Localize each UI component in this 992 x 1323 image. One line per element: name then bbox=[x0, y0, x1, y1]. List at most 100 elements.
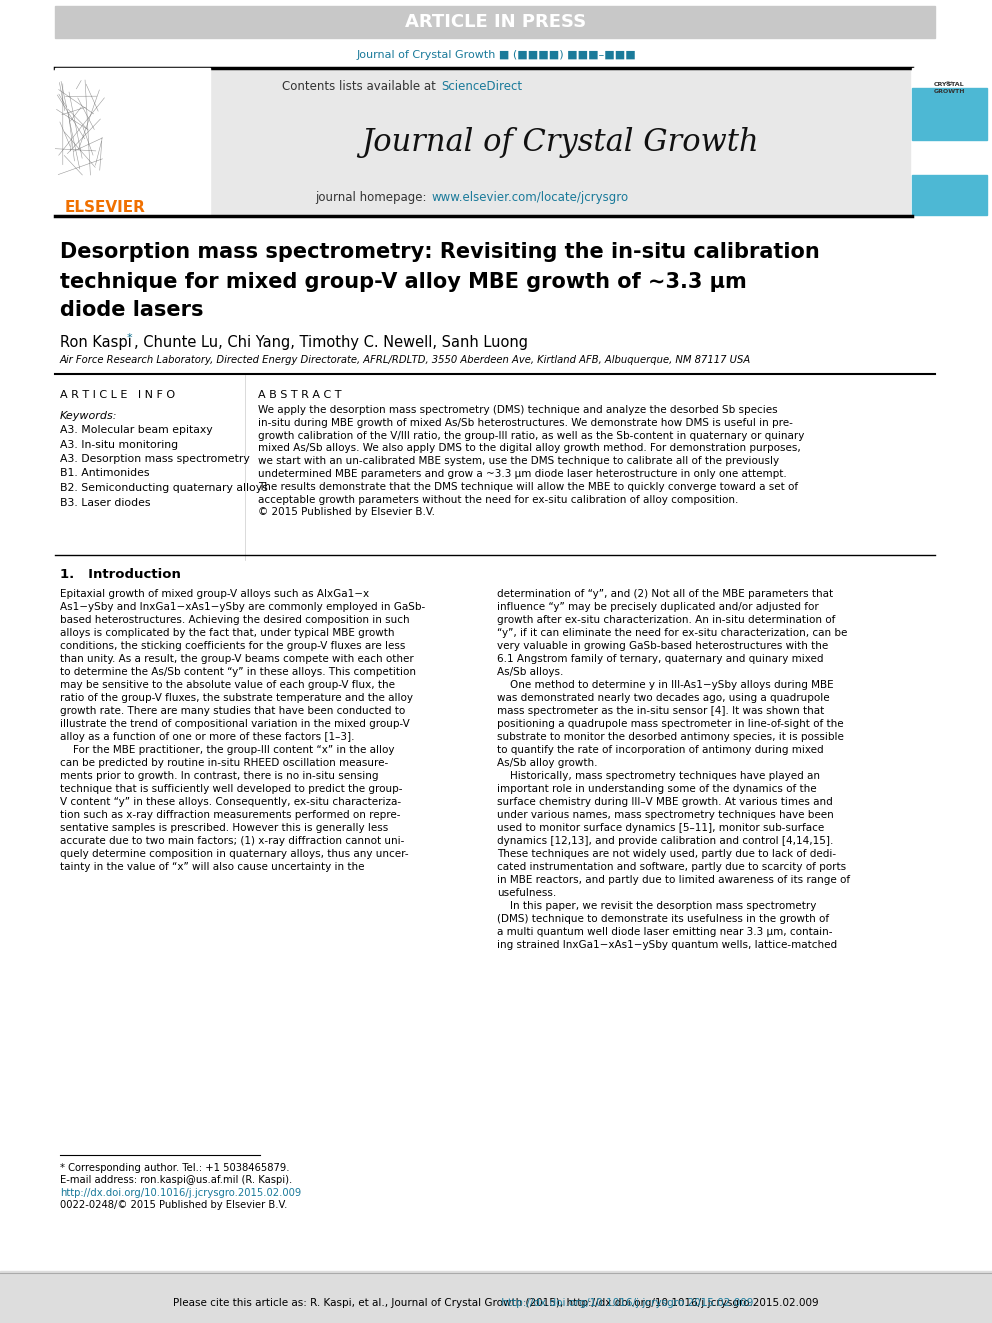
Text: Keywords:: Keywords: bbox=[60, 411, 117, 421]
Text: dynamics [12,13], and provide calibration and control [4,14,15].: dynamics [12,13], and provide calibratio… bbox=[497, 836, 833, 845]
Text: ratio of the group-V fluxes, the substrate temperature and the alloy: ratio of the group-V fluxes, the substra… bbox=[60, 693, 413, 703]
Text: As1−ySby and InxGa1−xAs1−ySby are commonly employed in GaSb-: As1−ySby and InxGa1−xAs1−ySby are common… bbox=[60, 602, 426, 613]
Text: http://dx.doi.org/10.1016/j.jcrysgro.2015.02.009: http://dx.doi.org/10.1016/j.jcrysgro.201… bbox=[238, 1298, 754, 1308]
Text: a multi quantum well diode laser emitting near 3.3 μm, contain-: a multi quantum well diode laser emittin… bbox=[497, 927, 832, 937]
Text: * Corresponding author. Tel.: +1 5038465879.: * Corresponding author. Tel.: +1 5038465… bbox=[60, 1163, 290, 1174]
Text: 6.1 Angstrom family of ternary, quaternary and quinary mixed: 6.1 Angstrom family of ternary, quaterna… bbox=[497, 654, 823, 664]
Text: we start with an un-calibrated MBE system, use the DMS technique to calibrate al: we start with an un-calibrated MBE syste… bbox=[258, 456, 779, 466]
Text: , Chunte Lu, Chi Yang, Timothy C. Newell, Sanh Luong: , Chunte Lu, Chi Yang, Timothy C. Newell… bbox=[134, 335, 528, 349]
Text: acceptable growth parameters without the need for ex-situ calibration of alloy c: acceptable growth parameters without the… bbox=[258, 495, 738, 504]
Bar bbox=[912, 143, 987, 157]
Text: under various names, mass spectrometry techniques have been: under various names, mass spectrometry t… bbox=[497, 810, 833, 820]
Text: “y”, if it can eliminate the need for ex-situ characterization, can be: “y”, if it can eliminate the need for ex… bbox=[497, 628, 847, 638]
Text: (DMS) technique to demonstrate its usefulness in the growth of: (DMS) technique to demonstrate its usefu… bbox=[497, 914, 829, 923]
Text: illustrate the trend of compositional variation in the mixed group-V: illustrate the trend of compositional va… bbox=[60, 718, 410, 729]
Bar bbox=[912, 89, 987, 140]
Bar bbox=[912, 67, 987, 216]
Text: Epitaxial growth of mixed group-V alloys such as AlxGa1−x: Epitaxial growth of mixed group-V alloys… bbox=[60, 589, 369, 599]
Text: A3. In-situ monitoring: A3. In-situ monitoring bbox=[60, 439, 179, 450]
Text: Contents lists available at: Contents lists available at bbox=[283, 81, 440, 94]
Text: In this paper, we revisit the desorption mass spectrometry: In this paper, we revisit the desorption… bbox=[497, 901, 816, 912]
Text: in-situ during MBE growth of mixed As/Sb heterostructures. We demonstrate how DM: in-situ during MBE growth of mixed As/Sb… bbox=[258, 418, 793, 427]
Text: A3. Molecular beam epitaxy: A3. Molecular beam epitaxy bbox=[60, 425, 212, 435]
Text: A R T I C L E   I N F O: A R T I C L E I N F O bbox=[60, 390, 176, 400]
Text: conditions, the sticking coefficients for the group-V fluxes are less: conditions, the sticking coefficients fo… bbox=[60, 642, 406, 651]
Text: alloy as a function of one or more of these factors [1–3].: alloy as a function of one or more of th… bbox=[60, 732, 354, 742]
Text: Air Force Research Laboratory, Directed Energy Directorate, AFRL/RDLTD, 3550 Abe: Air Force Research Laboratory, Directed … bbox=[60, 355, 751, 365]
Text: B2. Semiconducting quaternary alloys: B2. Semiconducting quaternary alloys bbox=[60, 483, 268, 493]
Text: ELSEVIER: ELSEVIER bbox=[64, 200, 146, 214]
Text: quely determine composition in quaternary alloys, thus any uncer-: quely determine composition in quaternar… bbox=[60, 849, 409, 859]
Text: ing strained InxGa1−xAs1−ySby quantum wells, lattice-matched: ing strained InxGa1−xAs1−ySby quantum we… bbox=[497, 941, 837, 950]
Text: 0022-0248/© 2015 Published by Elsevier B.V.: 0022-0248/© 2015 Published by Elsevier B… bbox=[60, 1200, 288, 1211]
Text: A3. Desorption mass spectrometry: A3. Desorption mass spectrometry bbox=[60, 454, 250, 464]
Text: influence “y” may be precisely duplicated and/or adjusted for: influence “y” may be precisely duplicate… bbox=[497, 602, 818, 613]
Text: journal homepage:: journal homepage: bbox=[314, 192, 430, 205]
Text: These techniques are not widely used, partly due to lack of dedi-: These techniques are not widely used, pa… bbox=[497, 849, 836, 859]
Text: tion such as x-ray diffraction measurements performed on repre-: tion such as x-ray diffraction measureme… bbox=[60, 810, 401, 820]
Text: surface chemistry during III–V MBE growth. At various times and: surface chemistry during III–V MBE growt… bbox=[497, 796, 832, 807]
Text: B3. Laser diodes: B3. Laser diodes bbox=[60, 497, 151, 508]
Bar bbox=[912, 175, 987, 216]
Text: cated instrumentation and software, partly due to scarcity of ports: cated instrumentation and software, part… bbox=[497, 863, 846, 872]
Text: As/Sb alloys.: As/Sb alloys. bbox=[497, 667, 563, 677]
Text: *: * bbox=[127, 333, 133, 343]
Text: than unity. As a result, the group-V beams compete with each other: than unity. As a result, the group-V bea… bbox=[60, 654, 414, 664]
Text: based heterostructures. Achieving the desired composition in such: based heterostructures. Achieving the de… bbox=[60, 615, 410, 624]
Text: Ron Kaspi: Ron Kaspi bbox=[60, 335, 132, 349]
Text: growth after ex-situ characterization. An in-situ determination of: growth after ex-situ characterization. A… bbox=[497, 615, 835, 624]
Text: Please cite this article as: R. Kaspi, et al., Journal of Crystal Growth (2015),: Please cite this article as: R. Kaspi, e… bbox=[174, 1298, 818, 1308]
Text: One method to determine y in III-As1−ySby alloys during MBE: One method to determine y in III-As1−ySb… bbox=[497, 680, 833, 691]
Text: B1. Antimonides: B1. Antimonides bbox=[60, 468, 150, 479]
Text: technique for mixed group-V alloy MBE growth of ∼3.3 μm: technique for mixed group-V alloy MBE gr… bbox=[60, 273, 747, 292]
Text: was demonstrated nearly two decades ago, using a quadrupole: was demonstrated nearly two decades ago,… bbox=[497, 693, 829, 703]
Text: Journal of Crystal Growth: Journal of Crystal Growth bbox=[361, 127, 759, 157]
Text: can be predicted by routine in-situ RHEED oscillation measure-: can be predicted by routine in-situ RHEE… bbox=[60, 758, 388, 767]
Bar bbox=[0, 1271, 992, 1323]
Text: V content “y” in these alloys. Consequently, ex-situ characteriza-: V content “y” in these alloys. Consequen… bbox=[60, 796, 401, 807]
Text: mass spectrometer as the in-situ sensor [4]. It was shown that: mass spectrometer as the in-situ sensor … bbox=[497, 706, 824, 716]
Text: growth calibration of the V/III ratio, the group-III ratio, as well as the Sb-co: growth calibration of the V/III ratio, t… bbox=[258, 430, 805, 441]
Text: Journal of Crystal Growth ■ (■■■■) ■■■–■■■: Journal of Crystal Growth ■ (■■■■) ■■■–■… bbox=[356, 50, 636, 60]
Text: For the MBE practitioner, the group-III content “x” in the alloy: For the MBE practitioner, the group-III … bbox=[60, 745, 395, 755]
Text: growth rate. There are many studies that have been conducted to: growth rate. There are many studies that… bbox=[60, 706, 406, 716]
Text: sentative samples is prescribed. However this is generally less: sentative samples is prescribed. However… bbox=[60, 823, 388, 833]
Text: ARTICLE IN PRESS: ARTICLE IN PRESS bbox=[406, 13, 586, 30]
Text: ments prior to growth. In contrast, there is no in-situ sensing: ments prior to growth. In contrast, ther… bbox=[60, 771, 379, 781]
Text: to quantify the rate of incorporation of antimony during mixed: to quantify the rate of incorporation of… bbox=[497, 745, 823, 755]
Text: undetermined MBE parameters and grow a ~3.3 μm diode laser heterostructure in on: undetermined MBE parameters and grow a ~… bbox=[258, 468, 787, 479]
Text: important role in understanding some of the dynamics of the: important role in understanding some of … bbox=[497, 785, 816, 794]
Text: © 2015 Published by Elsevier B.V.: © 2015 Published by Elsevier B.V. bbox=[258, 508, 435, 517]
Text: http://dx.doi.org/10.1016/j.jcrysgro.2015.02.009: http://dx.doi.org/10.1016/j.jcrysgro.201… bbox=[60, 1188, 302, 1199]
Text: positioning a quadrupole mass spectrometer in line-of-sight of the: positioning a quadrupole mass spectromet… bbox=[497, 718, 843, 729]
Text: technique that is sufficiently well developed to predict the group-: technique that is sufficiently well deve… bbox=[60, 785, 403, 794]
Text: alloys is complicated by the fact that, under typical MBE growth: alloys is complicated by the fact that, … bbox=[60, 628, 395, 638]
Text: determination of “y”, and (2) Not all of the MBE parameters that: determination of “y”, and (2) Not all of… bbox=[497, 589, 833, 599]
Text: may be sensitive to the absolute value of each group-V flux, the: may be sensitive to the absolute value o… bbox=[60, 680, 395, 691]
Text: E-mail address: ron.kaspi@us.af.mil (R. Kaspi).: E-mail address: ron.kaspi@us.af.mil (R. … bbox=[60, 1175, 293, 1185]
Text: diode lasers: diode lasers bbox=[60, 300, 203, 320]
Text: usefulness.: usefulness. bbox=[497, 888, 557, 898]
Text: very valuable in growing GaSb-based heterostructures with the: very valuable in growing GaSb-based hete… bbox=[497, 642, 828, 651]
Text: The results demonstrate that the DMS technique will allow the MBE to quickly con: The results demonstrate that the DMS tec… bbox=[258, 482, 799, 492]
Text: substrate to monitor the desorbed antimony species, it is possible: substrate to monitor the desorbed antimo… bbox=[497, 732, 844, 742]
Text: Historically, mass spectrometry techniques have played an: Historically, mass spectrometry techniqu… bbox=[497, 771, 820, 781]
Text: www.elsevier.com/locate/jcrysgro: www.elsevier.com/locate/jcrysgro bbox=[431, 192, 628, 205]
Text: ScienceDirect: ScienceDirect bbox=[441, 81, 522, 94]
Bar bbox=[210, 67, 910, 216]
Bar bbox=[55, 7, 935, 38]
Text: in MBE reactors, and partly due to limited awareness of its range of: in MBE reactors, and partly due to limit… bbox=[497, 875, 850, 885]
Text: As/Sb alloy growth.: As/Sb alloy growth. bbox=[497, 758, 597, 767]
Text: 1.   Introduction: 1. Introduction bbox=[60, 568, 181, 581]
Bar bbox=[55, 67, 210, 216]
Text: Desorption mass spectrometry: Revisiting the in-situ calibration: Desorption mass spectrometry: Revisiting… bbox=[60, 242, 819, 262]
Text: accurate due to two main factors; (1) x-ray diffraction cannot uni-: accurate due to two main factors; (1) x-… bbox=[60, 836, 405, 845]
Text: CRYSTAL
GROWTH: CRYSTAL GROWTH bbox=[933, 82, 965, 94]
Text: mixed As/Sb alloys. We also apply DMS to the digital alloy growth method. For de: mixed As/Sb alloys. We also apply DMS to… bbox=[258, 443, 801, 454]
Text: We apply the desorption mass spectrometry (DMS) technique and analyze the desorb: We apply the desorption mass spectrometr… bbox=[258, 405, 778, 415]
Text: A B S T R A C T: A B S T R A C T bbox=[258, 390, 341, 400]
Text: used to monitor surface dynamics [5–11], monitor sub-surface: used to monitor surface dynamics [5–11],… bbox=[497, 823, 824, 833]
Text: tainty in the value of “x” will also cause uncertainty in the: tainty in the value of “x” will also cau… bbox=[60, 863, 364, 872]
Text: to determine the As/Sb content “y” in these alloys. This competition: to determine the As/Sb content “y” in th… bbox=[60, 667, 416, 677]
Text: ≈: ≈ bbox=[945, 78, 953, 89]
